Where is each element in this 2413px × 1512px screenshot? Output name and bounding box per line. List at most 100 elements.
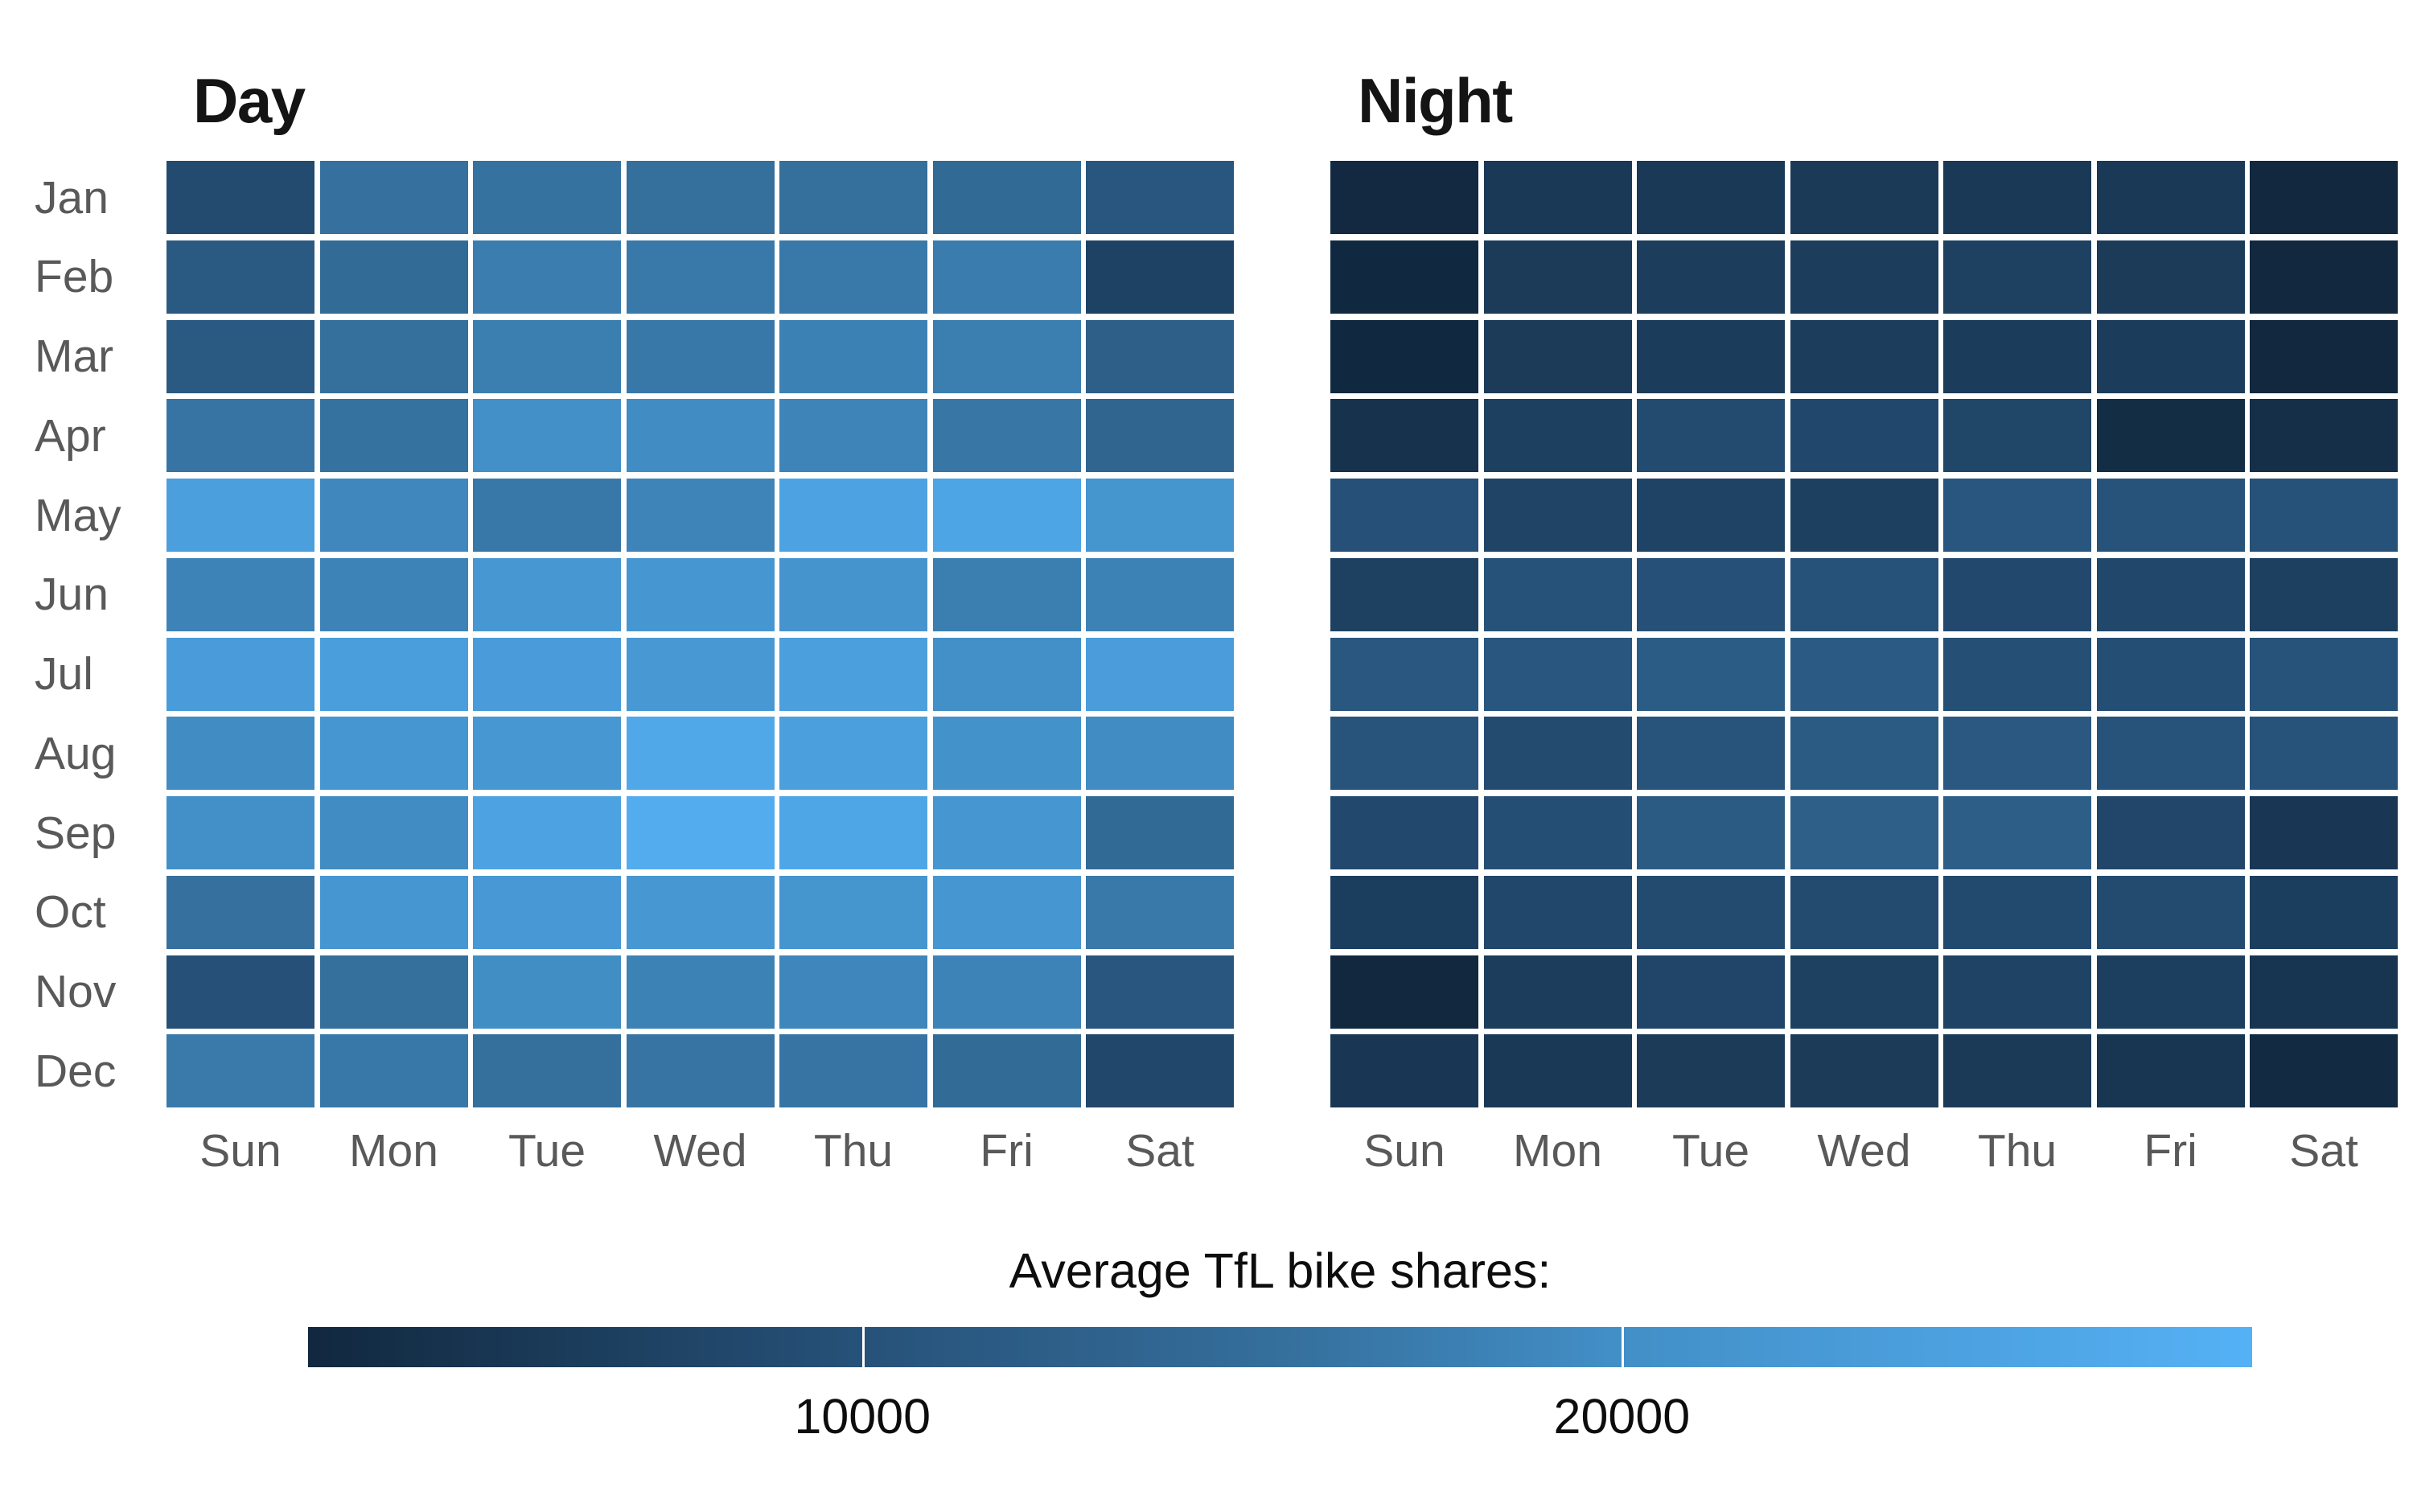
heatmap-cell-night-Jan-Sun — [1330, 161, 1478, 234]
heatmap-cell-night-Jul-Tue — [1637, 637, 1785, 711]
legend-title: Average TfL bike shares: — [1009, 1243, 1552, 1298]
weekday-label-Sat: Sat — [1125, 1125, 1194, 1177]
heatmap-cell-day-Dec-Mon — [319, 1034, 468, 1108]
month-label-May: May — [35, 489, 121, 541]
heatmap-cell-night-Jun-Fri — [2096, 557, 2245, 631]
heatmap-cell-day-Sep-Wed — [626, 796, 775, 869]
heatmap-cell-night-Jun-Thu — [1943, 557, 2091, 631]
heatmap-cell-day-Jan-Thu — [779, 161, 927, 234]
heatmap-cell-night-Aug-Sat — [2250, 717, 2398, 791]
heatmap-cell-night-Feb-Sat — [2250, 240, 2398, 314]
heatmap-cell-day-Dec-Sat — [1086, 1034, 1234, 1108]
heatmap-cell-night-Feb-Tue — [1637, 240, 1785, 314]
heatmap-cell-night-Sep-Sat — [2250, 796, 2398, 869]
heatmap-cell-day-Dec-Thu — [779, 1034, 927, 1108]
heatmap-cell-night-Oct-Wed — [1790, 875, 1938, 949]
heatmap-cell-night-Dec-Wed — [1790, 1034, 1938, 1108]
heatmap-cell-day-Apr-Sat — [1086, 399, 1234, 473]
heatmap-cell-night-Mar-Mon — [1483, 319, 1632, 393]
panel-title-day: Day — [193, 65, 306, 136]
heatmap-cell-day-Aug-Thu — [779, 717, 927, 791]
heatmap-cell-night-Mar-Sun — [1330, 319, 1478, 393]
weekday-label-Mon: Mon — [349, 1125, 438, 1177]
month-label-Jul: Jul — [35, 648, 93, 700]
heatmap-cell-day-Mar-Thu — [779, 319, 927, 393]
heatmap-grid-day — [166, 161, 1234, 1108]
heatmap-cell-day-Mar-Tue — [473, 319, 621, 393]
heatmap-cell-night-Oct-Tue — [1637, 875, 1785, 949]
heatmap-cell-night-Jan-Wed — [1790, 161, 1938, 234]
legend-tick-label-20000: 20000 — [1553, 1389, 1691, 1444]
heatmap-cell-day-Sep-Tue — [473, 796, 621, 869]
heatmap-cell-day-Dec-Wed — [626, 1034, 775, 1108]
heatmap-cell-night-Jul-Thu — [1943, 637, 2091, 711]
heatmap-cell-night-Jan-Sat — [2250, 161, 2398, 234]
heatmap-cell-night-Jun-Mon — [1483, 557, 1632, 631]
heatmap-cell-night-Jan-Fri — [2096, 161, 2245, 234]
month-label-Nov: Nov — [35, 966, 117, 1017]
heatmap-cell-night-Nov-Thu — [1943, 955, 2091, 1029]
heatmap-cell-day-Mar-Sat — [1086, 319, 1234, 393]
heatmap-cell-night-Sep-Fri — [2096, 796, 2245, 869]
heatmap-cell-day-Oct-Sat — [1086, 875, 1234, 949]
heatmap-cell-night-Jun-Sat — [2250, 557, 2398, 631]
heatmap-cell-day-Dec-Tue — [473, 1034, 621, 1108]
month-label-Apr: Apr — [35, 409, 106, 462]
heatmap-cell-day-Oct-Thu — [779, 875, 927, 949]
heatmap-cell-day-Feb-Wed — [626, 240, 775, 314]
legend-tick-label-10000: 10000 — [794, 1389, 931, 1444]
heatmap-cell-day-Mar-Sun — [166, 319, 314, 393]
heatmap-cell-day-May-Tue — [473, 479, 621, 552]
heatmap-cell-night-Feb-Mon — [1483, 240, 1632, 314]
heatmap-cell-night-Jul-Sat — [2250, 637, 2398, 711]
heatmap-cell-day-Sep-Fri — [932, 796, 1081, 869]
heatmap-cell-night-May-Fri — [2096, 479, 2245, 552]
heatmap-cell-night-Jun-Wed — [1790, 557, 1938, 631]
month-label-Oct: Oct — [35, 886, 106, 939]
heatmap-cell-day-Aug-Tue — [473, 717, 621, 791]
heatmap-cell-night-May-Tue — [1637, 479, 1785, 552]
heatmap-cell-night-Dec-Thu — [1943, 1034, 2091, 1108]
heatmap-cell-day-Jan-Tue — [473, 161, 621, 234]
heatmap-cell-day-Oct-Sun — [166, 875, 314, 949]
heatmap-cell-day-Jan-Mon — [319, 161, 468, 234]
heatmap-cell-day-Oct-Mon — [319, 875, 468, 949]
heatmap-cell-day-Sep-Sat — [1086, 796, 1234, 869]
heatmap-cell-night-Nov-Mon — [1483, 955, 1632, 1029]
heatmap-cell-day-Nov-Thu — [779, 955, 927, 1029]
heatmap-cell-night-Oct-Sat — [2250, 875, 2398, 949]
heatmap-cell-day-Jul-Fri — [932, 637, 1081, 711]
heatmap-cell-night-Oct-Sun — [1330, 875, 1478, 949]
heatmap-cell-day-Oct-Fri — [932, 875, 1081, 949]
heatmap-cell-day-Jun-Sat — [1086, 557, 1234, 631]
heatmap-cell-night-Mar-Thu — [1943, 319, 2091, 393]
heatmap-cell-night-May-Sat — [2250, 479, 2398, 552]
heatmap-cell-night-Dec-Sat — [2250, 1034, 2398, 1108]
heatmap-cell-day-Nov-Tue — [473, 955, 621, 1029]
weekday-label-Fri: Fri — [2144, 1125, 2197, 1177]
heatmap-cell-day-Feb-Thu — [779, 240, 927, 314]
legend-tick-10000 — [862, 1327, 865, 1367]
heatmap-cell-day-May-Fri — [932, 479, 1081, 552]
heatmap-cell-night-Oct-Mon — [1483, 875, 1632, 949]
heatmap-cell-day-May-Mon — [319, 479, 468, 552]
heatmap-cell-day-Oct-Tue — [473, 875, 621, 949]
weekday-label-Tue: Tue — [1671, 1125, 1750, 1177]
month-label-Feb: Feb — [35, 251, 114, 303]
heatmap-cell-day-Jun-Tue — [473, 557, 621, 631]
heatmap-cell-night-Apr-Mon — [1483, 399, 1632, 473]
heatmap-cell-night-Jun-Sun — [1330, 557, 1478, 631]
weekday-label-Sun: Sun — [199, 1125, 282, 1177]
heatmap-cell-night-Jul-Fri — [2096, 637, 2245, 711]
heatmap-grid-night — [1330, 161, 2398, 1108]
heatmap-cell-night-Feb-Wed — [1790, 240, 1938, 314]
heatmap-cell-day-Mar-Wed — [626, 319, 775, 393]
heatmap-cell-night-Apr-Thu — [1943, 399, 2091, 473]
heatmap-cell-night-Mar-Wed — [1790, 319, 1938, 393]
heatmap-cell-day-Mar-Fri — [932, 319, 1081, 393]
month-label-Mar: Mar — [35, 331, 114, 382]
heatmap-cell-night-Dec-Fri — [2096, 1034, 2245, 1108]
weekday-label-Mon: Mon — [1513, 1125, 1602, 1177]
month-label-Dec: Dec — [35, 1045, 117, 1097]
heatmap-cell-night-Jul-Wed — [1790, 637, 1938, 711]
